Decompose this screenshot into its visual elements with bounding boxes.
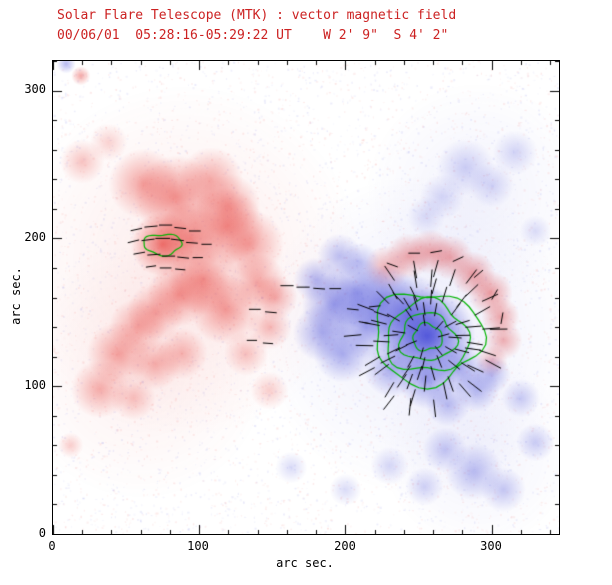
- y-tick-label-300: 300: [24, 82, 46, 96]
- plot-title: Solar Flare Telescope (MTK) : vector mag…: [57, 8, 457, 23]
- y-tick-label-100: 100: [24, 378, 46, 392]
- x-tick-label-300: 300: [480, 539, 502, 553]
- y-axis-label: arc sec.: [9, 267, 23, 325]
- x-tick-label-200: 200: [334, 539, 356, 553]
- y-tick-label-0: 0: [38, 526, 46, 540]
- magnetogram-canvas: [53, 61, 559, 534]
- x-tick-label-0: 0: [48, 539, 56, 553]
- x-axis-label: arc sec.: [276, 556, 334, 570]
- plot-area: [52, 60, 560, 535]
- plot-subtitle-datetime: 00/06/01 05:28:16-05:29:22 UT W 2' 9" S …: [57, 28, 449, 43]
- y-tick-label-200: 200: [24, 230, 46, 244]
- x-tick-label-100: 100: [187, 539, 209, 553]
